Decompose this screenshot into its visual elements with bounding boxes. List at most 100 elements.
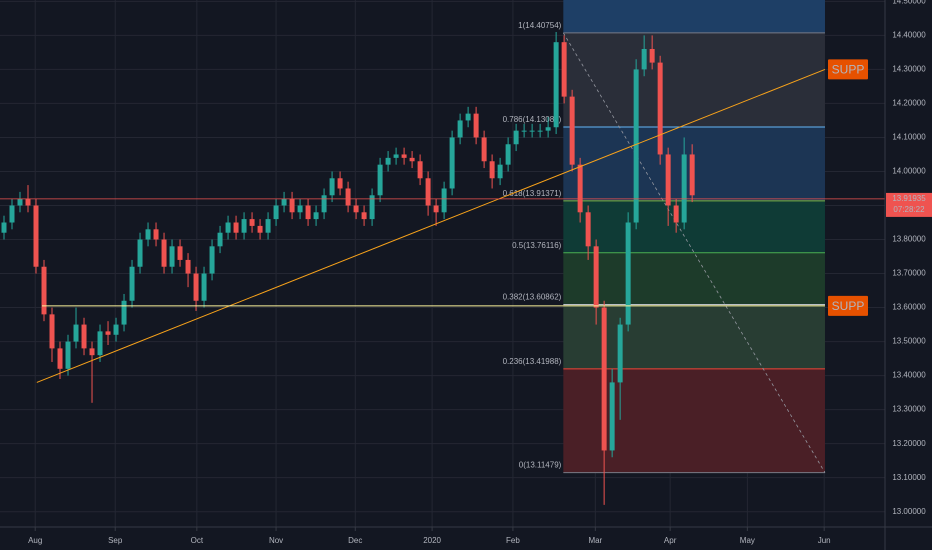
candle-body <box>273 205 279 220</box>
fib-band <box>563 368 825 473</box>
candle-body <box>385 157 391 165</box>
candle-body <box>569 96 575 165</box>
y-tick-label: 13.60000 <box>892 303 926 312</box>
y-tick-label: 14.40000 <box>892 30 926 39</box>
x-tick-label: Nov <box>269 536 283 545</box>
candle-body <box>265 219 271 233</box>
candle-body <box>417 161 423 179</box>
y-tick-label: 13.50000 <box>892 337 926 346</box>
fib-label: 0.618(13.91371) <box>503 189 562 198</box>
y-tick-label: 13.40000 <box>892 371 926 380</box>
candle-body <box>577 164 583 213</box>
candle-body <box>49 314 55 349</box>
x-tick-label: Apr <box>664 536 677 545</box>
candle-body <box>169 246 175 267</box>
candle-body <box>217 232 223 247</box>
candle-body <box>497 164 503 179</box>
fib-diagonal <box>562 32 826 473</box>
candle-body <box>209 246 215 274</box>
candle-body <box>521 130 527 132</box>
candle-body <box>633 69 639 223</box>
candle-body <box>457 120 463 138</box>
candle-body <box>353 205 359 213</box>
time-axis-bg <box>0 527 932 550</box>
candle-body <box>425 178 431 206</box>
candle-body <box>689 154 695 196</box>
y-tick-label: 14.10000 <box>892 133 926 142</box>
candle-body <box>393 154 399 158</box>
candle-body <box>297 205 303 213</box>
candle-body <box>681 154 687 223</box>
candle-body <box>585 212 591 247</box>
x-tick-label: Dec <box>348 536 362 545</box>
fib-band <box>563 252 825 305</box>
fib-band <box>563 0 825 33</box>
fib-label: 0.236(13.41988) <box>503 357 562 366</box>
candle-body <box>641 48 647 70</box>
candle-body <box>73 324 79 342</box>
candle-body <box>145 229 151 240</box>
fib-label: 0.5(13.76116) <box>512 241 562 250</box>
candle-body <box>401 154 407 158</box>
fib-band <box>563 304 825 369</box>
candle-body <box>465 113 471 121</box>
candle-body <box>473 113 479 138</box>
fib-label: 0(13.11479) <box>519 461 562 470</box>
x-tick-label: Aug <box>28 536 42 545</box>
candle-body <box>529 130 535 132</box>
candle-body <box>81 324 87 349</box>
y-tick-label: 14.20000 <box>892 99 926 108</box>
y-tick-label: 14.00000 <box>892 167 926 176</box>
y-tick-label: 13.80000 <box>892 235 926 244</box>
x-tick-label: Jun <box>818 536 831 545</box>
annotation-label: SUPP <box>832 299 865 313</box>
candle-body <box>97 331 103 356</box>
x-tick-label: Mar <box>588 536 602 545</box>
annotation-box <box>828 295 868 316</box>
last-price-box <box>886 192 932 217</box>
trend-line <box>36 68 826 383</box>
candle-body <box>513 130 519 145</box>
candle-body <box>537 130 543 132</box>
candle-body <box>161 239 167 267</box>
candle-body <box>433 205 439 213</box>
candle-body <box>345 188 351 206</box>
candle-body <box>185 259 191 274</box>
candle-body <box>609 382 615 451</box>
candle-body <box>113 324 119 335</box>
annotation-box <box>828 59 868 80</box>
y-tick-label: 13.00000 <box>892 507 926 516</box>
candle-body <box>9 205 15 223</box>
x-tick-label: Oct <box>191 536 204 545</box>
fib-band <box>563 200 825 253</box>
x-tick-label: Sep <box>108 536 123 545</box>
candle-body <box>617 324 623 383</box>
candle-body <box>481 137 487 162</box>
countdown-label: 07:28:22 <box>893 205 925 214</box>
candle-body <box>249 219 255 226</box>
candle-body <box>409 157 415 162</box>
candle-body <box>593 246 599 308</box>
candle-body <box>241 219 247 233</box>
price-axis-bg <box>885 0 932 550</box>
y-tick-label: 13.20000 <box>892 439 926 448</box>
candle-body <box>649 48 655 63</box>
candle-body <box>1 222 7 233</box>
candle-body <box>489 161 495 179</box>
candle-body <box>105 331 111 335</box>
candle-body <box>553 42 559 128</box>
candle-body <box>505 144 511 165</box>
candle-body <box>321 195 327 213</box>
candle-body <box>673 205 679 223</box>
y-tick-label: 13.10000 <box>892 473 926 482</box>
candle-body <box>17 198 23 206</box>
candle-body <box>201 273 207 301</box>
candle-body <box>657 62 663 155</box>
candle-body <box>193 273 199 301</box>
candle-body <box>289 198 295 213</box>
candle-body <box>225 222 231 233</box>
candle-body <box>121 300 127 325</box>
y-tick-label: 14.30000 <box>892 65 926 74</box>
